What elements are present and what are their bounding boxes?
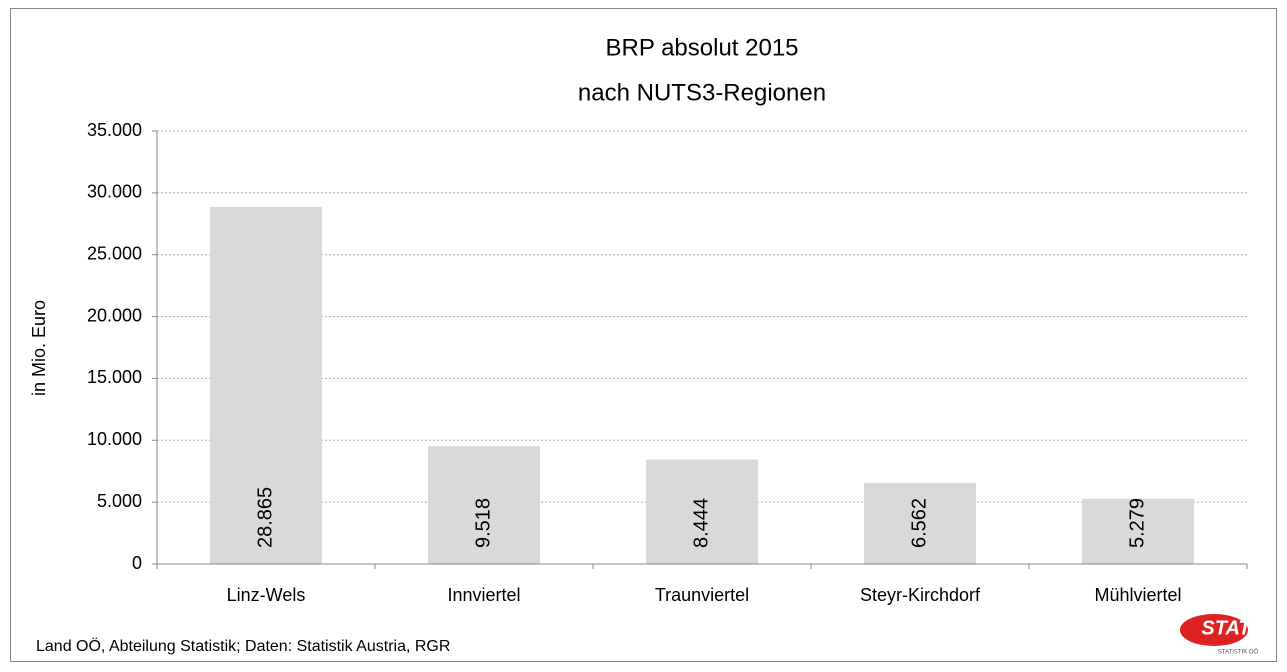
logo-subtext: STATISTIK OÖ [1218, 649, 1259, 656]
y-axis-label: in Mio. Euro [29, 300, 49, 396]
x-tick-label: Linz-Wels [227, 585, 306, 605]
value-label: 9.518 [472, 498, 494, 548]
y-tick-label: 10.000 [87, 429, 142, 449]
bar [1082, 498, 1194, 564]
logo-shape [1180, 614, 1248, 646]
x-tick-label: Mühlviertel [1094, 585, 1181, 605]
y-tick-label: 0 [132, 553, 142, 573]
x-tick-label: Traunviertel [655, 585, 749, 605]
value-label: 28.865 [254, 487, 276, 548]
chart-title: BRP absolut 2015 [605, 34, 798, 61]
bar [428, 446, 540, 564]
bar [210, 206, 322, 564]
y-tick-label: 15.000 [87, 367, 142, 387]
source-note: Land OÖ, Abteilung Statistik; Daten: Sta… [36, 637, 450, 655]
y-tick-label: 5.000 [97, 491, 142, 511]
logo-text: STAT [1201, 617, 1252, 639]
value-label: 8.444 [690, 498, 712, 548]
value-label: 5.279 [1126, 498, 1148, 548]
bar [646, 459, 758, 564]
value-label: 6.562 [908, 498, 930, 548]
x-tick-label: Innviertel [447, 585, 520, 605]
bar [864, 482, 976, 564]
y-tick-label: 25.000 [87, 243, 142, 263]
y-tick-label: 20.000 [87, 305, 142, 325]
logo: STAT STATISTIK OÖ [1180, 614, 1259, 656]
y-tick-label: 35.000 [87, 120, 142, 140]
x-tick-label: Steyr-Kirchdorf [860, 585, 981, 605]
chart-subtitle: nach NUTS3-Regionen [578, 79, 826, 106]
y-tick-label: 30.000 [87, 182, 142, 202]
